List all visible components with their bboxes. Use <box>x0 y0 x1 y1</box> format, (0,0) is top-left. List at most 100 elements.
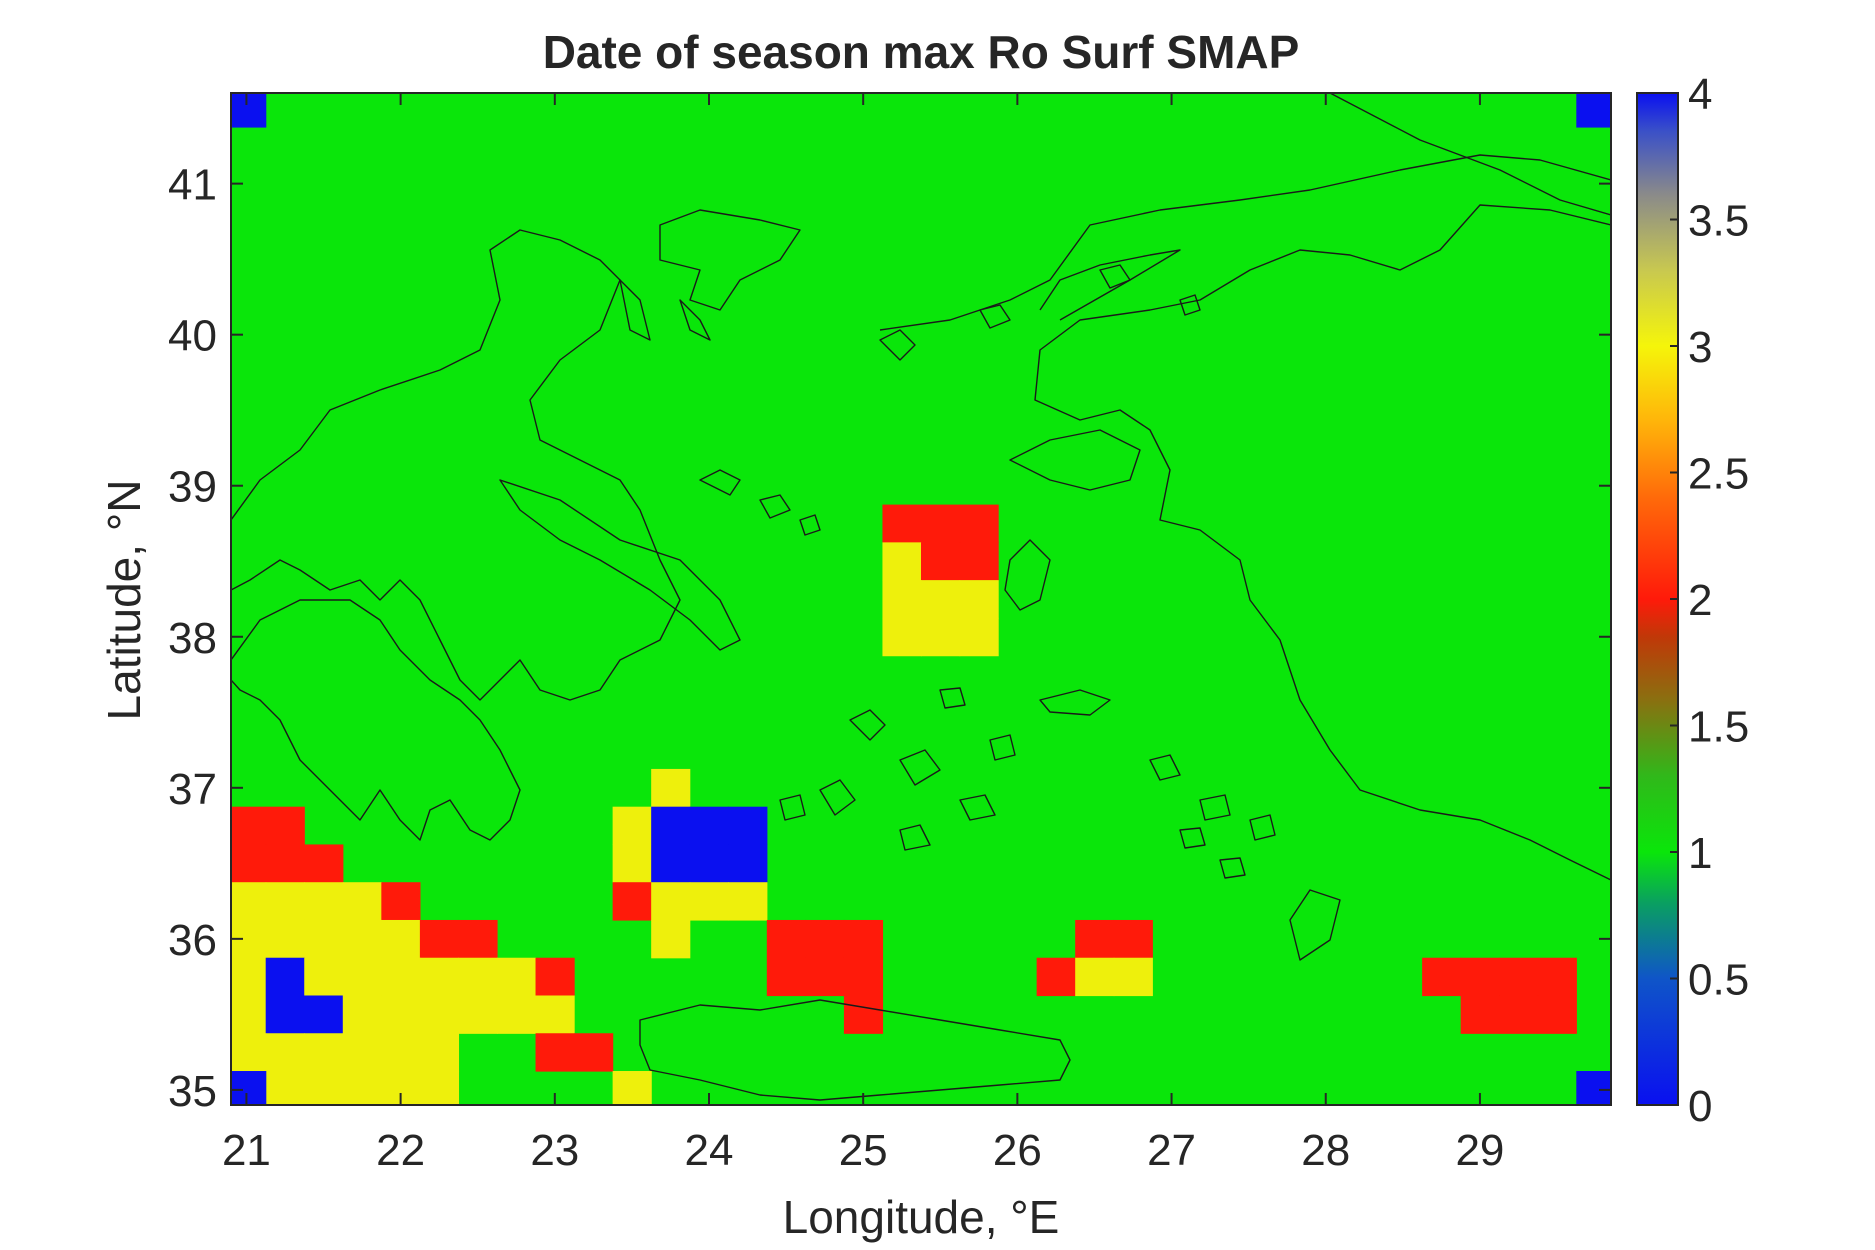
heatmap-cell <box>304 1071 344 1105</box>
heatmap-cell <box>304 995 344 1034</box>
y-tick-label: 41 <box>168 161 217 210</box>
x-tick-label: 25 <box>839 1126 888 1175</box>
heatmap-cell <box>1422 957 1462 997</box>
heatmap-cell <box>921 504 961 543</box>
heatmap-cell <box>843 919 884 959</box>
heatmap-cell <box>231 1033 267 1072</box>
heatmap-cell <box>342 957 382 997</box>
heatmap-cell <box>651 806 691 846</box>
heatmap-cell <box>921 617 961 657</box>
heatmap-cell <box>882 580 922 619</box>
heatmap-cell <box>381 957 421 997</box>
heatmap-cell <box>766 919 806 959</box>
heatmap-cell <box>1499 995 1539 1034</box>
heatmap-cell <box>265 957 305 997</box>
heatmap-cell <box>959 504 999 543</box>
heatmap-cell <box>496 995 537 1034</box>
coastline-euboea <box>499 479 741 651</box>
y-axis-label: Latitude, °N <box>98 480 150 721</box>
coastline-dodecanese <box>1149 754 1276 879</box>
y-tick-label: 37 <box>168 765 217 814</box>
heatmap-cell <box>612 844 652 883</box>
coastline-northern-aegean-islands <box>879 264 1201 361</box>
heatmap-cell <box>574 1033 614 1072</box>
heatmap-cell <box>1075 957 1115 997</box>
colorbar-tick-label: 0 <box>1688 1082 1712 1131</box>
x-tick-label: 22 <box>376 1126 425 1175</box>
heatmap-cell <box>231 995 267 1034</box>
heatmap-cell <box>231 882 267 921</box>
x-tick-label: 29 <box>1455 1126 1504 1175</box>
heatmap-cell <box>1113 919 1153 959</box>
colorbar-tick-label: 4 <box>1688 70 1712 119</box>
heatmap-cell <box>231 957 267 997</box>
heatmap-cell <box>458 995 498 1034</box>
heatmap-cell <box>651 882 691 921</box>
heatmap-cell <box>1113 957 1153 997</box>
coastline-turkey-north <box>1034 93 1611 881</box>
heatmap-cell <box>1576 93 1611 128</box>
x-tick-label: 23 <box>530 1126 579 1175</box>
heatmap-cell <box>231 1071 267 1105</box>
heatmap-cell <box>381 1033 421 1072</box>
heatmap-cell <box>651 768 691 808</box>
coastline-chios <box>1004 539 1051 611</box>
x-axis-ticks: 21 22 23 24 25 26 27 28 29 <box>222 93 1504 1175</box>
heatmap-cells <box>231 93 1611 1105</box>
y-tick-label: 35 <box>168 1067 217 1116</box>
heatmap-cell <box>231 844 267 883</box>
heatmap-cell <box>265 919 305 959</box>
heatmap-cell <box>612 806 652 846</box>
heatmap-cell <box>766 957 806 997</box>
heatmap-cell <box>1075 919 1115 959</box>
heatmap-cell <box>921 580 961 619</box>
heatmap-cell <box>304 919 344 959</box>
heatmap-cell <box>342 919 382 959</box>
colorbar: 0 0.5 1 1.5 2 2.5 3 3.5 4 <box>1636 70 1749 1131</box>
heatmap-cell <box>651 844 691 883</box>
chart-title: Date of season max Ro Surf SMAP <box>543 26 1300 78</box>
heatmap-cell <box>1499 957 1539 997</box>
heatmap-cell <box>458 919 498 959</box>
heatmap-cell <box>959 542 999 581</box>
coastline-thrace <box>879 154 1611 331</box>
heatmap-cell <box>1537 995 1577 1034</box>
heatmap-cell <box>535 995 575 1034</box>
heatmap-cell <box>843 957 884 997</box>
heatmap-cell <box>342 882 382 921</box>
heatmap-cell <box>381 995 421 1034</box>
coastline-crete <box>639 999 1071 1101</box>
colorbar-tick-label: 2 <box>1688 576 1712 625</box>
x-tick-label: 26 <box>993 1126 1042 1175</box>
coastline-rhodes <box>1289 889 1341 961</box>
heatmap-cell <box>921 542 961 581</box>
heatmap-cell <box>882 617 922 657</box>
coastline-lesbos <box>1009 429 1141 491</box>
coastline-mainland-greece <box>231 229 681 701</box>
heatmap-cell <box>304 844 344 883</box>
plot-area: 21 22 23 24 25 26 27 28 29 35 36 37 38 39 40 41 <box>168 92 1612 1175</box>
y-tick-label: 39 <box>168 463 217 512</box>
heatmap-cell <box>689 844 729 883</box>
heatmap-cell <box>1537 957 1577 997</box>
coastline-cyclades <box>779 687 1016 851</box>
heatmap-cell <box>265 995 305 1034</box>
heatmap-cell <box>1036 957 1076 997</box>
plot-frame <box>230 92 1612 1106</box>
heatmap-cell <box>535 1033 575 1072</box>
heatmap-cell <box>304 957 344 997</box>
heatmap-cell <box>458 957 498 997</box>
colorbar-tick-label: 2.5 <box>1688 450 1749 499</box>
coastline-peloponnese <box>231 599 521 841</box>
heatmap-cell <box>959 617 999 657</box>
heatmap-cell <box>265 1071 305 1105</box>
heatmap-cell <box>728 882 768 921</box>
y-axis-ticks: 35 36 37 38 39 40 41 <box>168 161 1611 1116</box>
heatmap-cell <box>1576 1071 1611 1105</box>
x-tick-label: 27 <box>1147 1126 1196 1175</box>
heatmap-cell <box>419 1033 460 1072</box>
coastline-sporades <box>699 469 821 536</box>
heatmap-cell <box>843 995 884 1034</box>
coastline-samos <box>1039 689 1111 716</box>
